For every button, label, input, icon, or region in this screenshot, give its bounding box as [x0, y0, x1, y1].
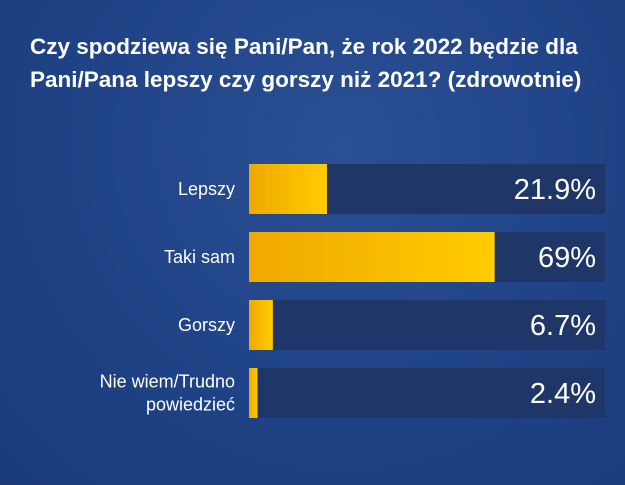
bar — [249, 300, 273, 350]
bar-track — [249, 300, 605, 350]
category-label: Nie wiem/Trudno — [100, 372, 235, 392]
value-label: 6.7% — [530, 310, 596, 342]
category-label: powiedzieć — [146, 395, 235, 415]
bar — [249, 232, 495, 282]
bar-row: Gorszy 6.7% — [178, 300, 605, 350]
value-label: 21.9% — [514, 174, 596, 206]
bar-row: Nie wiem/Trudno powiedzieć 2.4% — [100, 368, 605, 418]
bar-track — [249, 368, 605, 418]
bar — [249, 368, 258, 418]
bar — [249, 164, 327, 214]
bar-row: Lepszy 21.9% — [178, 164, 605, 214]
bar-row: Taki sam 69% — [164, 232, 605, 282]
value-label: 2.4% — [530, 378, 596, 410]
category-label: Lepszy — [178, 179, 235, 199]
category-label: Gorszy — [178, 315, 235, 335]
value-label: 69% — [538, 242, 596, 274]
category-label: Taki sam — [164, 247, 235, 267]
chart-title: Czy spodziewa się Pani/Pan, że rok 2022 … — [30, 34, 582, 92]
